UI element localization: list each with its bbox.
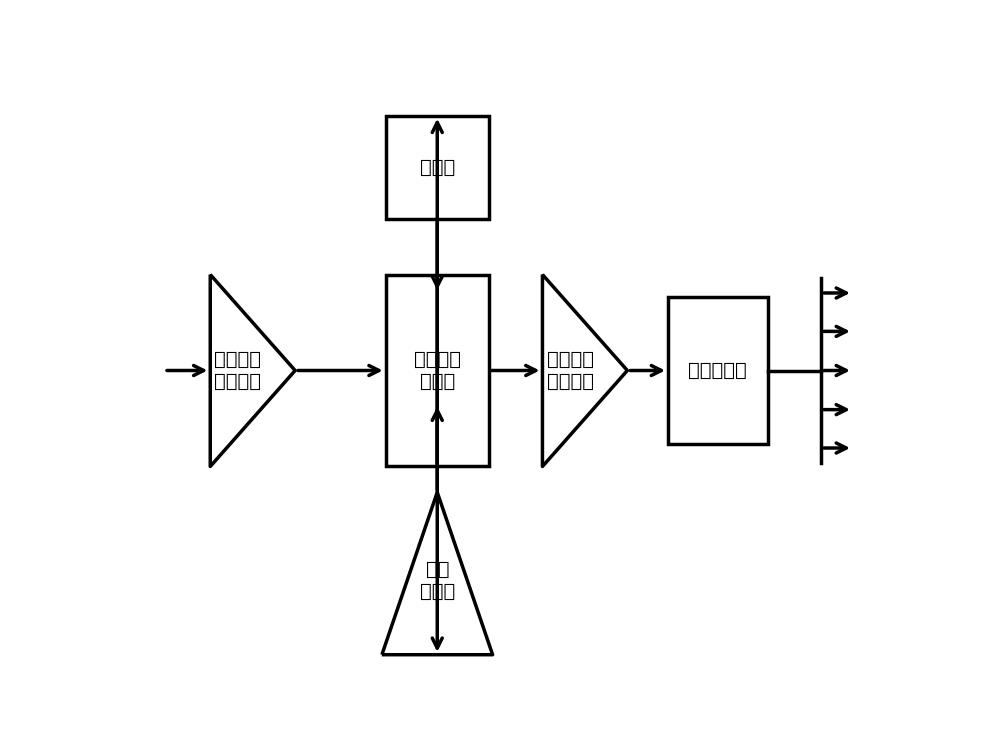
Text: 第一级驱
动放大器: 第一级驱 动放大器 [214, 350, 261, 391]
Bar [668, 296, 768, 445]
Bar [386, 274, 489, 467]
Text: 一分三路
功分器: 一分三路 功分器 [414, 350, 461, 391]
Bar [386, 116, 489, 219]
Text: 多相滤波器: 多相滤波器 [688, 361, 747, 380]
Text: 功率
放大器: 功率 放大器 [420, 560, 455, 602]
Text: 分频器: 分频器 [420, 158, 455, 177]
Text: 第二级驱
动放大器: 第二级驱 动放大器 [547, 350, 594, 391]
